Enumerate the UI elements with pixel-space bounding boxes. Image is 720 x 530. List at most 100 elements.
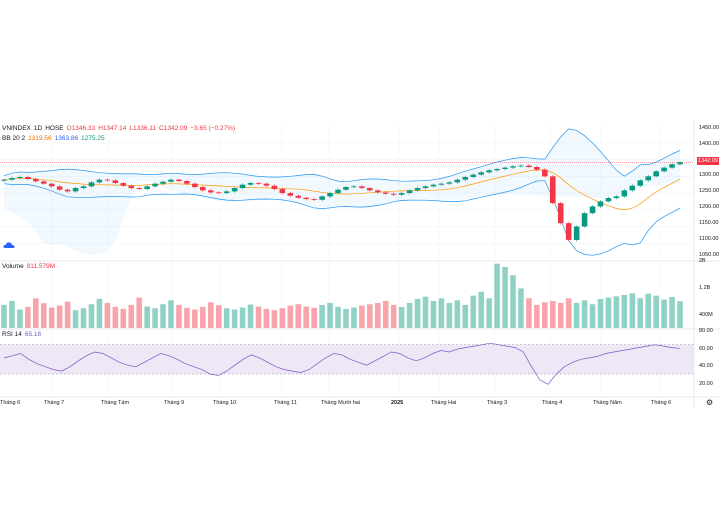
symbol-label[interactable]: VNINDEX — [2, 125, 31, 132]
candle-body — [223, 191, 230, 194]
candle-body — [653, 171, 659, 177]
candle-body — [176, 179, 182, 182]
candle-body — [247, 183, 254, 185]
high-value: H1347.14 — [98, 125, 127, 132]
volume-bar — [661, 299, 667, 328]
candle-body — [311, 199, 317, 200]
time-tick: Tháng 10 — [213, 400, 237, 406]
bb-lower-value: 1275.25 — [81, 135, 105, 142]
candle-body — [96, 179, 103, 183]
volume-bar — [446, 302, 453, 328]
low-value: L1336.11 — [129, 125, 157, 132]
candle-body — [263, 183, 270, 186]
volume-bar — [406, 302, 413, 328]
volume-bar — [343, 308, 349, 328]
candle-body — [382, 192, 389, 194]
volume-bar — [359, 305, 365, 328]
volume-bar — [176, 304, 182, 328]
volume-legend[interactable]: Volume 811.579M — [2, 263, 58, 271]
bb-basis-value: 1319.56 — [28, 135, 52, 142]
candle-body — [136, 188, 142, 190]
volume-bar — [629, 293, 636, 328]
candle-body — [343, 187, 349, 190]
volume-bar — [557, 302, 564, 328]
candle-body — [9, 178, 15, 180]
candle-body — [1, 179, 7, 181]
candle-body — [534, 166, 540, 170]
candle-body — [33, 179, 39, 182]
candle-body — [565, 223, 572, 240]
volume-bar — [25, 306, 31, 328]
bb-legend[interactable]: BB 20 2 1319.56 1363.86 1275.25 — [2, 135, 108, 143]
volume-bar — [311, 307, 317, 328]
volume-name[interactable]: Volume — [2, 263, 24, 270]
candle-body — [271, 185, 278, 190]
volume-bar — [207, 302, 214, 328]
bb-name[interactable]: BB 20 2 — [2, 135, 26, 142]
candle-body — [359, 186, 365, 189]
candle-body — [120, 183, 127, 186]
volume-bar — [231, 309, 238, 328]
volume-bar — [239, 307, 246, 328]
candle-body — [446, 182, 453, 184]
volume-bar — [430, 300, 437, 328]
candle-body — [72, 188, 79, 192]
bollinger-bands — [3, 128, 681, 256]
gear-icon[interactable]: ⚙ — [706, 398, 714, 407]
volume-bar — [96, 298, 103, 328]
volume-bar — [295, 304, 302, 328]
volume-bar — [271, 310, 278, 328]
candle-body — [637, 180, 644, 186]
rsi-band-fill — [0, 344, 694, 374]
volume-bar — [534, 304, 540, 328]
volume-bar — [1, 304, 7, 328]
candle-body — [542, 169, 548, 177]
interval-label[interactable]: 1D — [33, 125, 43, 132]
candle-body — [231, 188, 238, 192]
rsi-line — [4, 342, 680, 385]
candle-body — [486, 170, 492, 173]
rsi-name[interactable]: RSI 14 — [2, 331, 22, 338]
candle-body — [629, 185, 636, 191]
candle-body — [335, 189, 341, 194]
volume-bar — [351, 307, 357, 328]
time-tick: Tháng 6 — [0, 400, 21, 406]
volume-bar — [597, 298, 604, 328]
volume-bar — [128, 304, 135, 328]
change-value: −3.65 (−0.27%) — [190, 125, 236, 132]
last-price-tag: 1342.09 — [697, 157, 719, 165]
volume-value: 811.579M — [26, 263, 56, 270]
rsi-tick: 40.00 — [699, 363, 713, 369]
volume-bar — [160, 304, 166, 328]
time-tick: Tháng 11 — [274, 400, 297, 406]
time-tick: Tháng Năm — [593, 400, 622, 406]
rsi-tick: 20.00 — [699, 381, 713, 387]
candle-body — [677, 162, 683, 165]
cloud-icon[interactable] — [3, 241, 15, 249]
volume-bar — [518, 288, 524, 328]
volume-bar — [120, 308, 127, 328]
rsi-tick: 60.00 — [699, 346, 713, 352]
candle-body — [128, 185, 135, 189]
candle-body — [494, 168, 500, 171]
volume-bar — [144, 306, 150, 328]
time-tick-year: 2025 — [391, 400, 404, 406]
bb-upper-value: 1363.86 — [54, 135, 79, 142]
candle-body — [398, 193, 405, 195]
volume-bar — [677, 301, 683, 328]
candle-body — [557, 203, 564, 224]
rsi-legend[interactable]: RSI 14 65.16 — [2, 331, 44, 339]
candle-body — [25, 177, 31, 180]
time-tick: Tháng 9 — [164, 400, 185, 406]
price-tick: 1100.00 — [699, 236, 719, 242]
volume-bar — [223, 308, 230, 328]
candle-body — [48, 183, 55, 187]
main-legend[interactable]: VNINDEX 1D HOSE O1346.33 H1347.14 L1336.11 C13… — [2, 125, 238, 133]
volume-bar — [80, 308, 87, 328]
candle-body — [661, 167, 667, 172]
volume-tick: 400M — [699, 312, 713, 318]
candle-body — [239, 184, 246, 189]
grid-lines — [0, 122, 694, 398]
volume-bar — [152, 308, 158, 328]
